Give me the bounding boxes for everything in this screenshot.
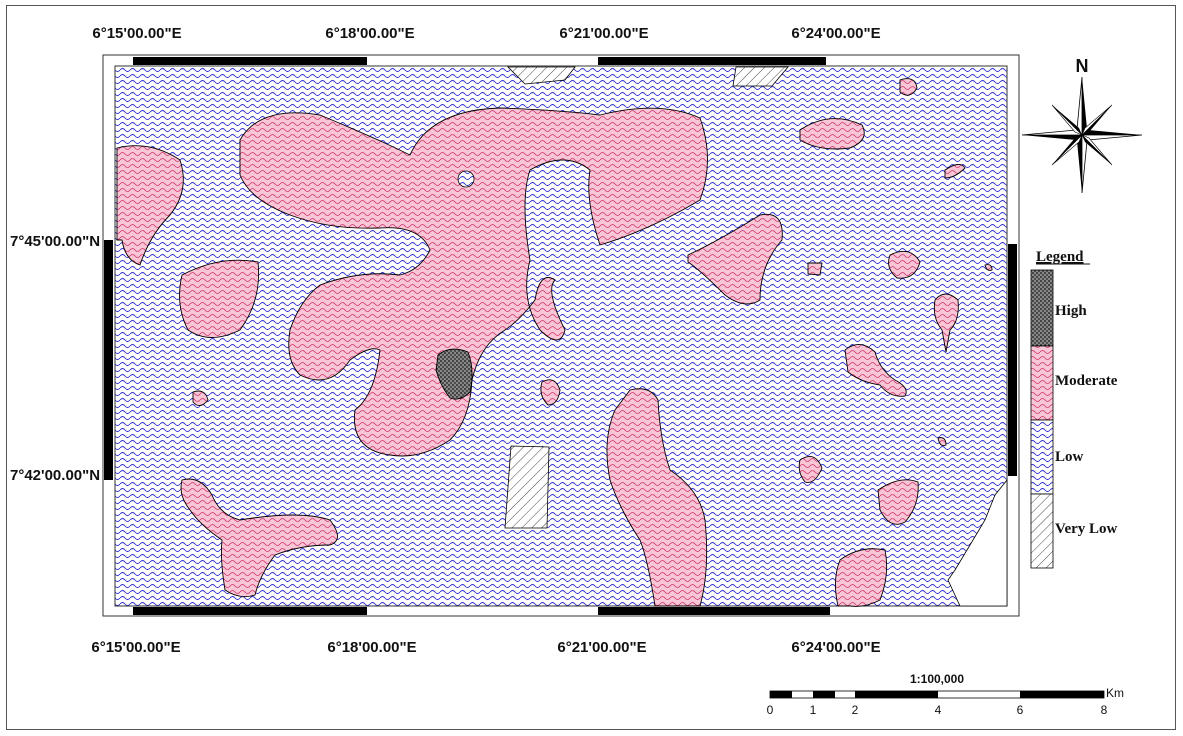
bottom-longitude-label: 6°18'00.00"E <box>327 639 416 656</box>
compass-rose-icon <box>1021 76 1143 194</box>
latitude-label: 7°45'00.00"N <box>10 233 100 250</box>
moderate-zone <box>540 379 561 406</box>
scale-bar <box>769 690 1105 699</box>
top-longitude-label: 6°24'00.00"E <box>791 25 880 42</box>
north-label: N <box>1076 56 1089 76</box>
scale-unit: Km <box>1106 686 1124 700</box>
legend-swatch-very-low <box>1030 493 1054 569</box>
scale-tick: 0 <box>767 703 774 717</box>
top-longitude-label: 6°18'00.00"E <box>325 25 414 42</box>
moderate-zone <box>877 479 919 525</box>
scale-tick: 4 <box>935 703 942 717</box>
moderate-zone <box>687 213 783 305</box>
legend-label-high: High <box>1055 303 1087 319</box>
top-longitude-label: 6°15'00.00"E <box>92 25 181 42</box>
bottom-longitude-label: 6°21'00.00"E <box>557 639 646 656</box>
right-scale-segment <box>1008 244 1017 476</box>
very-low-zone <box>947 478 1008 607</box>
very-low-zone <box>507 66 576 85</box>
very-low-zone <box>504 445 550 529</box>
latitude-label: 7°42'00.00"N <box>10 467 100 484</box>
moderate-zone <box>239 107 708 457</box>
legend-swatch-high <box>1030 269 1054 347</box>
moderate-zone <box>888 250 921 279</box>
top-scale-segment-2 <box>598 57 826 65</box>
moderate-zone <box>798 455 823 483</box>
scale-tick: 2 <box>852 703 859 717</box>
bottom-scale-segment-1 <box>133 607 367 615</box>
top-scale-segment-1 <box>133 57 367 65</box>
scale-tick: 6 <box>1017 703 1024 717</box>
moderate-zone <box>116 145 184 266</box>
moderate-zone <box>606 388 708 607</box>
legend-swatch-low <box>1030 419 1054 495</box>
moderate-zone <box>937 437 947 447</box>
high-zone <box>435 348 473 400</box>
low-island <box>457 170 475 188</box>
moderate-zone <box>899 78 918 96</box>
scale-ratio: 1:100,000 <box>910 672 964 686</box>
scale-tick: 1 <box>810 703 817 717</box>
moderate-zone <box>179 259 260 338</box>
moderate-zone <box>192 390 209 406</box>
bottom-scale-segment-2 <box>598 607 830 615</box>
bottom-longitude-label: 6°15'00.00"E <box>91 639 180 656</box>
left-scale-segment <box>104 240 113 480</box>
moderate-zone <box>799 118 865 150</box>
moderate-zone <box>835 548 888 607</box>
legend-label-low: Low <box>1055 449 1084 465</box>
legend-label-moderate: Moderate <box>1055 373 1118 389</box>
bottom-longitude-label: 6°24'00.00"E <box>791 639 880 656</box>
map-frame <box>6 5 1176 730</box>
very-low-zone <box>732 66 789 87</box>
scale-tick: 8 <box>1101 703 1108 717</box>
legend-title: Legend <box>1036 249 1084 265</box>
legend-swatch-moderate <box>1030 345 1054 421</box>
moderate-zone <box>844 344 907 397</box>
moderate-zone <box>807 262 823 276</box>
moderate-zone <box>984 264 993 271</box>
top-longitude-label: 6°21'00.00"E <box>559 25 648 42</box>
legend-label-very-low: Very Low <box>1055 521 1118 537</box>
moderate-zone <box>180 478 338 598</box>
moderate-zone <box>933 293 959 353</box>
moderate-zone <box>944 164 966 179</box>
